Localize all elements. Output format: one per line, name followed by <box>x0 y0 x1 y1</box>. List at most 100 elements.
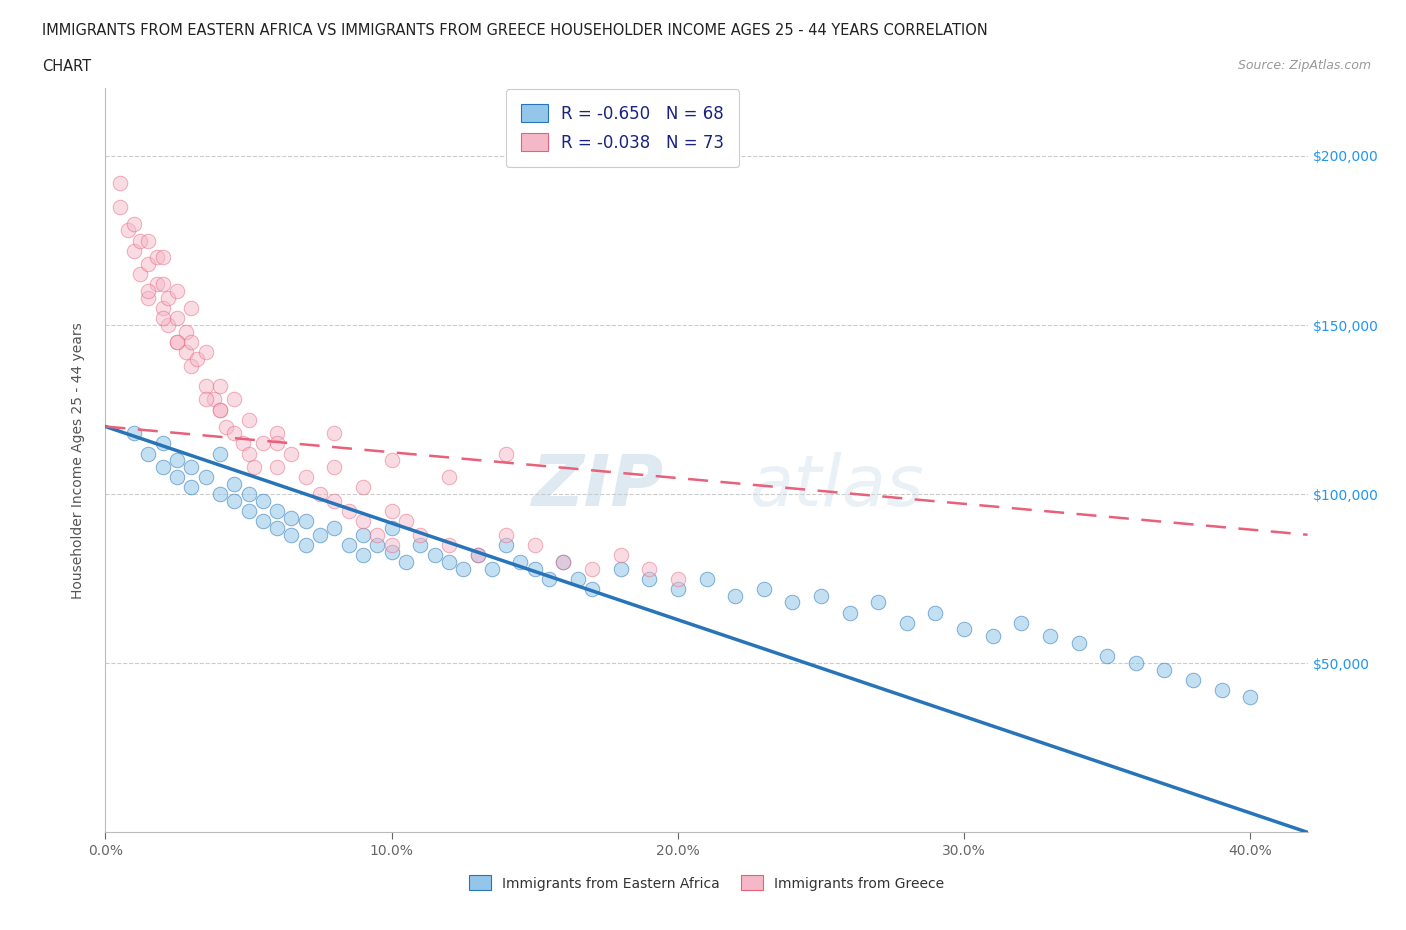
Point <box>280 527 302 542</box>
Point <box>152 250 174 265</box>
Point <box>666 571 689 586</box>
Point <box>266 426 288 441</box>
Point <box>138 233 160 248</box>
Text: CHART: CHART <box>42 59 91 73</box>
Point <box>638 561 661 576</box>
Point <box>381 544 404 559</box>
Point <box>523 538 546 552</box>
Point <box>238 504 260 519</box>
Point <box>495 538 517 552</box>
Point <box>280 446 302 461</box>
Legend: Immigrants from Eastern Africa, Immigrants from Greece: Immigrants from Eastern Africa, Immigran… <box>463 870 950 897</box>
Text: IMMIGRANTS FROM EASTERN AFRICA VS IMMIGRANTS FROM GREECE HOUSEHOLDER INCOME AGES: IMMIGRANTS FROM EASTERN AFRICA VS IMMIGR… <box>42 23 988 38</box>
Point <box>352 527 374 542</box>
Point <box>437 470 460 485</box>
Point <box>868 595 890 610</box>
Point <box>423 548 446 563</box>
Point <box>208 379 231 393</box>
Point <box>481 561 503 576</box>
Point <box>609 548 631 563</box>
Point <box>409 538 432 552</box>
Point <box>309 527 332 542</box>
Point <box>437 554 460 569</box>
Point <box>128 267 150 282</box>
Point <box>238 446 260 461</box>
Point <box>108 199 131 214</box>
Point <box>152 277 174 292</box>
Point <box>157 290 180 305</box>
Point <box>252 436 274 451</box>
Point <box>395 513 418 528</box>
Point <box>810 588 832 603</box>
Point <box>924 605 946 620</box>
Point <box>214 419 236 434</box>
Point <box>696 571 718 586</box>
Point <box>224 426 246 441</box>
Point <box>152 459 174 474</box>
Point <box>152 300 174 315</box>
Point <box>323 426 346 441</box>
Point <box>538 571 561 586</box>
Point <box>138 290 160 305</box>
Point <box>337 504 360 519</box>
Point <box>280 511 302 525</box>
Point <box>166 453 188 468</box>
Point <box>323 459 346 474</box>
Point <box>152 436 174 451</box>
Point <box>122 426 145 441</box>
Point <box>495 446 517 461</box>
Point <box>581 581 603 596</box>
Point <box>752 581 775 596</box>
Point <box>266 504 288 519</box>
Point <box>224 494 246 509</box>
Point <box>128 233 150 248</box>
Point <box>194 392 217 407</box>
Point <box>567 571 589 586</box>
Point <box>381 521 404 536</box>
Point <box>352 480 374 495</box>
Point <box>152 311 174 325</box>
Point <box>724 588 747 603</box>
Point <box>157 318 180 333</box>
Point <box>953 622 976 637</box>
Point <box>194 470 217 485</box>
Point <box>208 486 231 501</box>
Point <box>194 345 217 360</box>
Point <box>224 392 246 407</box>
Point <box>451 561 474 576</box>
Point <box>437 538 460 552</box>
Point <box>174 345 197 360</box>
Point <box>381 453 404 468</box>
Point <box>896 616 918 631</box>
Point <box>208 402 231 417</box>
Point <box>509 554 531 569</box>
Point <box>1039 629 1062 644</box>
Point <box>467 548 489 563</box>
Point <box>232 436 254 451</box>
Point <box>266 436 288 451</box>
Point <box>523 561 546 576</box>
Point <box>1125 656 1147 671</box>
Point <box>238 486 260 501</box>
Point <box>553 554 575 569</box>
Point <box>180 358 202 373</box>
Point <box>180 459 202 474</box>
Point <box>609 561 631 576</box>
Point <box>108 176 131 191</box>
Point <box>180 300 202 315</box>
Point <box>180 480 202 495</box>
Point <box>166 470 188 485</box>
Point <box>252 494 274 509</box>
Point <box>981 629 1004 644</box>
Point <box>224 476 246 491</box>
Point <box>366 538 388 552</box>
Point <box>138 446 160 461</box>
Point <box>581 561 603 576</box>
Point <box>352 513 374 528</box>
Point <box>395 554 418 569</box>
Point <box>366 527 388 542</box>
Point <box>1153 662 1175 677</box>
Point <box>208 402 231 417</box>
Point <box>323 521 346 536</box>
Point <box>166 335 188 350</box>
